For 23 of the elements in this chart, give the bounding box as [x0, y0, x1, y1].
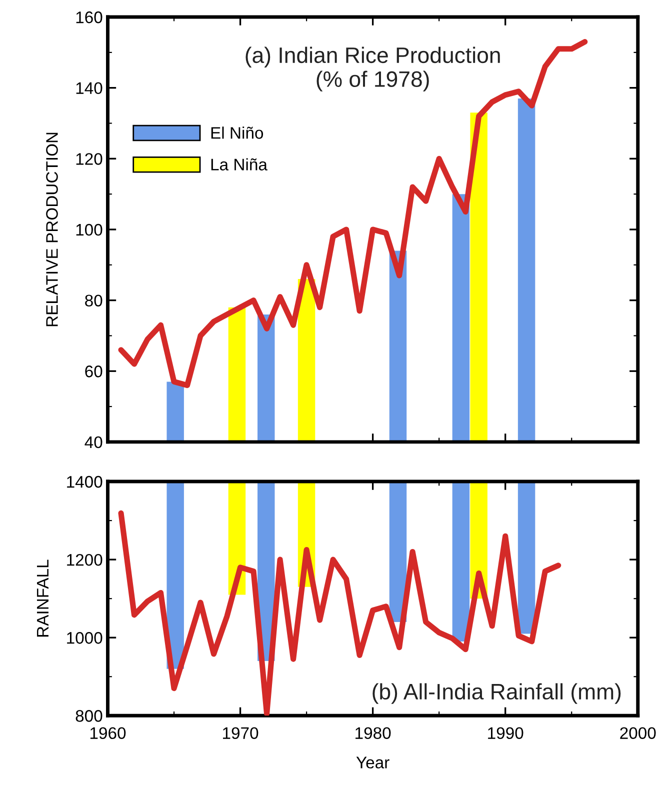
- x-tick-label: 2000: [620, 727, 656, 740]
- y-tick-label: 100: [76, 224, 102, 236]
- x-tick-label: 1980: [356, 727, 391, 740]
- y-tick-label: 1000: [67, 632, 102, 644]
- y-tick-label: 160: [76, 11, 102, 24]
- y-tick-label: 140: [76, 82, 102, 94]
- y-axis-title: RELATIVE PRODUCTION: [46, 132, 58, 326]
- y-tick-label: 80: [85, 294, 102, 307]
- x-tick-label: 1960: [90, 727, 126, 740]
- legend-label: La Niña: [211, 158, 268, 170]
- text: (b) All-India Rainfall (mm): [372, 683, 621, 704]
- y-tick-label: 60: [85, 366, 102, 378]
- y-tick-label: 800: [76, 710, 102, 722]
- x-axis-title: Year: [356, 756, 390, 768]
- text: (a) Indian Rice Production (% of 1978): [246, 46, 500, 92]
- y-tick-label: 40: [84, 436, 102, 448]
- y-axis-title: RAINFALL: [36, 560, 48, 637]
- legend-label: El Niño: [211, 126, 264, 139]
- y-tick-label: 120: [76, 153, 102, 165]
- x-tick-label: 1990: [488, 727, 524, 740]
- y-tick-label: 1200: [67, 554, 102, 566]
- x-tick-label: 1970: [223, 727, 258, 740]
- y-tick-label: 1400: [67, 476, 102, 488]
